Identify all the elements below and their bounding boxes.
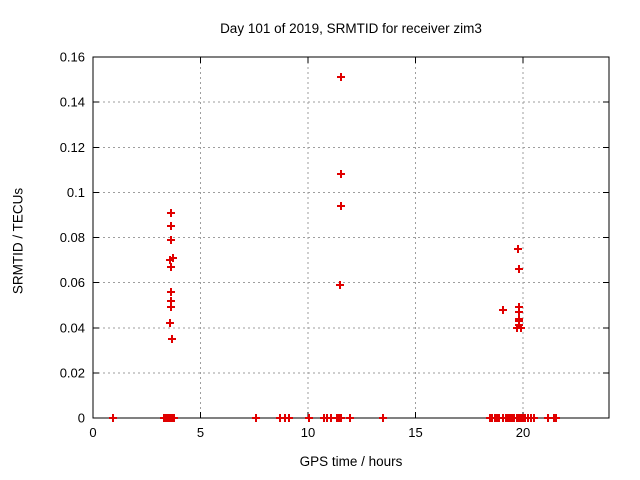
data-points [109, 73, 560, 422]
x-tick-label: 20 [516, 425, 530, 440]
y-tick-label: 0 [78, 411, 85, 426]
y-tick-label: 0.14 [60, 95, 85, 110]
chart-title: Day 101 of 2019, SRMTID for receiver zim… [220, 21, 482, 36]
y-tick-label: 0.16 [60, 50, 85, 65]
y-tick-label: 0.12 [60, 140, 85, 155]
x-tick-label: 5 [197, 425, 204, 440]
y-tick-label: 0.06 [60, 275, 85, 290]
y-tick-label: 0.04 [60, 320, 85, 335]
x-tick-label: 0 [89, 425, 96, 440]
y-tick-label: 0.02 [60, 365, 85, 380]
x-axis-label: GPS time / hours [299, 454, 403, 469]
y-tick-label: 0.08 [60, 230, 85, 245]
x-tick-label: 15 [408, 425, 422, 440]
x-tick-label: 10 [301, 425, 315, 440]
y-tick-label: 0.1 [67, 185, 85, 200]
